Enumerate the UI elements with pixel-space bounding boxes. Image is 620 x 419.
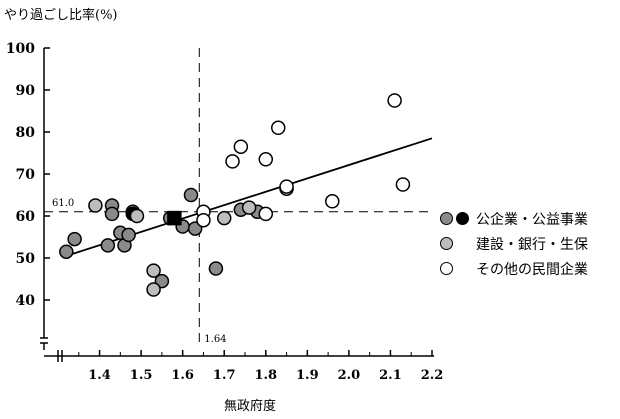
- legend-label: その他の民間企業: [476, 261, 588, 278]
- data-point: [208, 261, 224, 276]
- y-tick-label: 70: [16, 167, 36, 183]
- data-points: [59, 93, 411, 297]
- x-tick-label: 2.0: [338, 368, 361, 383]
- data-point: [88, 198, 103, 213]
- y-tick-label: 60: [16, 209, 36, 225]
- legend: 公企業・公益事業 建設・銀行・生保 その他の民間企業: [440, 206, 588, 281]
- data-point: [258, 206, 274, 222]
- data-point: [270, 120, 286, 136]
- legend-item-private: その他の民間企業: [440, 256, 588, 281]
- vertical-reference-label: 1.64: [204, 334, 226, 345]
- data-point: [216, 210, 232, 226]
- horizontal-reference-label: 61.0: [52, 198, 74, 209]
- y-tick-label: 80: [16, 125, 36, 141]
- legend-label: 公企業・公益事業: [476, 211, 588, 228]
- x-tick-label: 1.7: [213, 368, 236, 383]
- x-tick-label: 1.5: [130, 368, 153, 383]
- legend-marker-white: [440, 262, 453, 275]
- data-point: [279, 179, 294, 194]
- axes: 40 50 60 70 80 90 100 1.4 1.5 1.6 1.7 1.8 1.9 2.0 2.1 2…: [6, 41, 444, 383]
- x-tick-label: 1.8: [254, 368, 277, 383]
- data-point: [100, 238, 116, 253]
- data-point: [59, 244, 74, 259]
- x-tick-label: 2.2: [421, 368, 444, 383]
- data-point: [146, 263, 161, 278]
- data-point: [233, 139, 249, 154]
- x-tick-label: 1.6: [171, 368, 194, 383]
- y-tick-label: 40: [16, 293, 36, 309]
- data-point: [325, 194, 340, 209]
- data-point: [67, 231, 82, 247]
- legend-marker-lightgray: [440, 237, 453, 250]
- y-tick-label: 100: [6, 41, 35, 57]
- legend-item-public: 公企業・公益事業: [440, 206, 588, 231]
- data-point: [258, 152, 274, 167]
- data-point: [183, 187, 199, 203]
- data-point: [196, 212, 211, 228]
- y-tick-label: 90: [16, 83, 36, 99]
- data-point: [387, 93, 402, 108]
- y-axis-title: やり過ごし比率(%): [4, 8, 118, 23]
- legend-item-construction: 建設・銀行・生保: [440, 231, 588, 256]
- data-point: [395, 177, 411, 192]
- data-point: [241, 200, 257, 215]
- x-axis-title: 無政府度: [224, 399, 277, 414]
- data-point: [121, 227, 136, 243]
- data-point-square: [167, 210, 182, 226]
- data-point: [129, 208, 145, 224]
- x-tick-label: 2.1: [379, 368, 402, 383]
- data-point: [225, 154, 240, 169]
- legend-marker-black: [456, 212, 469, 225]
- legend-label: 建設・銀行・生保: [476, 236, 588, 253]
- x-tick-label: 1.4: [88, 368, 111, 383]
- data-point: [146, 282, 161, 297]
- data-point: [104, 206, 120, 222]
- x-tick-label: 1.9: [296, 368, 319, 383]
- reference-lines: 1.64 61.0: [44, 48, 432, 348]
- legend-marker-gray: [440, 212, 453, 225]
- y-tick-label: 50: [16, 251, 36, 267]
